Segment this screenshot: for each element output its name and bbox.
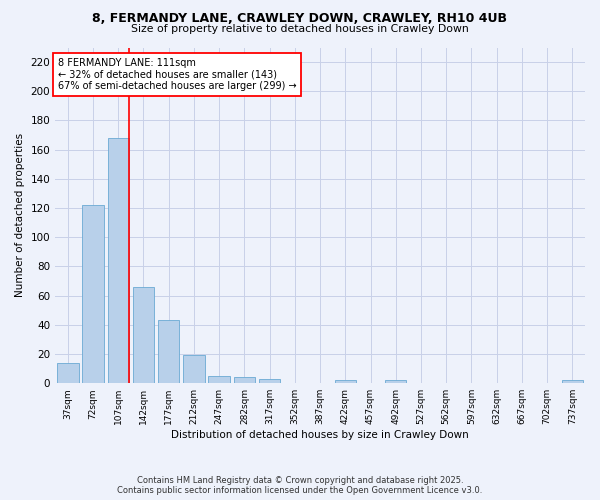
Bar (335, 380, 356, 383)
Text: Size of property relative to detached houses in Crawley Down: Size of property relative to detached ho… (131, 24, 469, 34)
Text: Contains HM Land Registry data © Crown copyright and database right 2025.
Contai: Contains HM Land Registry data © Crown c… (118, 476, 482, 495)
Bar (259, 379, 280, 383)
Y-axis label: Number of detached properties: Number of detached properties (15, 134, 25, 298)
Bar (562, 380, 583, 383)
Bar (133, 287, 154, 383)
Text: 8 FERMANDY LANE: 111sqm
← 32% of detached houses are smaller (143)
67% of semi-d: 8 FERMANDY LANE: 111sqm ← 32% of detache… (58, 58, 296, 91)
Bar (385, 380, 406, 383)
Bar (107, 138, 129, 383)
Bar (158, 320, 179, 383)
Bar (183, 356, 205, 383)
Text: 8, FERMANDY LANE, CRAWLEY DOWN, CRAWLEY, RH10 4UB: 8, FERMANDY LANE, CRAWLEY DOWN, CRAWLEY,… (92, 12, 508, 26)
Bar (233, 378, 255, 383)
Bar (82, 205, 104, 383)
Bar (208, 376, 230, 383)
Bar (57, 363, 79, 383)
X-axis label: Distribution of detached houses by size in Crawley Down: Distribution of detached houses by size … (171, 430, 469, 440)
